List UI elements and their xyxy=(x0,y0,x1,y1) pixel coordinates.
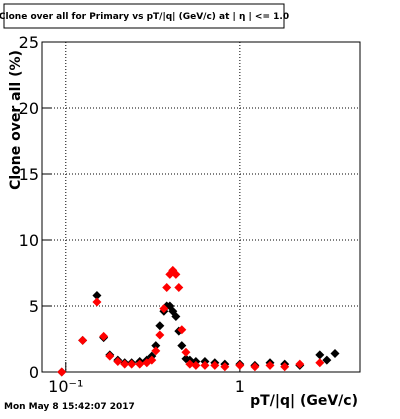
marker xyxy=(159,304,169,314)
marker xyxy=(295,359,305,369)
y-axis-label: Clone over all (%) xyxy=(8,50,24,190)
marker xyxy=(155,330,165,340)
marker xyxy=(105,351,115,361)
marker xyxy=(147,355,157,365)
y-tick-label: 20 xyxy=(19,99,39,118)
marker xyxy=(220,362,230,372)
marker xyxy=(135,359,145,369)
marker xyxy=(151,341,161,351)
marker xyxy=(177,341,187,351)
y-tick-label: 10 xyxy=(19,231,39,250)
marker xyxy=(177,325,187,335)
marker xyxy=(92,297,102,307)
timestamp: Mon May 8 15:42:07 2017 xyxy=(4,402,135,412)
marker xyxy=(171,269,181,279)
y-tick-label: 5 xyxy=(29,297,39,316)
title-box xyxy=(3,3,285,29)
y-tick-label: 25 xyxy=(19,33,39,52)
marker xyxy=(200,360,210,370)
marker xyxy=(174,283,184,293)
marker xyxy=(78,335,88,345)
marker xyxy=(250,362,260,372)
marker xyxy=(151,346,161,356)
marker xyxy=(191,360,201,370)
marker xyxy=(280,362,290,372)
marker xyxy=(120,359,130,369)
marker xyxy=(181,347,191,357)
x-axis-label: pT/|q| (GeV/c) xyxy=(250,393,358,409)
marker xyxy=(171,312,181,322)
marker xyxy=(315,358,325,368)
y-tick-label: 15 xyxy=(19,165,39,184)
marker xyxy=(113,356,123,366)
marker xyxy=(235,360,245,370)
marker xyxy=(155,321,165,331)
x-tick-label: 10⁻¹ xyxy=(48,377,83,396)
marker xyxy=(57,367,67,377)
marker xyxy=(322,355,332,365)
chart-title: Clone over all for Primary vs pT/|q| (Ge… xyxy=(0,12,289,22)
marker xyxy=(315,350,325,360)
marker xyxy=(127,359,137,369)
marker xyxy=(210,360,220,370)
marker xyxy=(92,290,102,300)
x-tick-label: 1 xyxy=(235,377,245,396)
marker xyxy=(162,283,172,293)
marker xyxy=(99,331,109,341)
marker xyxy=(265,360,275,370)
marker xyxy=(185,359,195,369)
marker xyxy=(330,349,340,359)
y-tick-label: 0 xyxy=(29,363,39,382)
